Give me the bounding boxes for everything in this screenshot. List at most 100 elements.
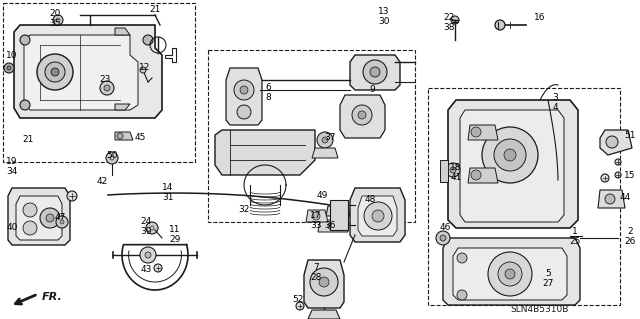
Circle shape — [482, 127, 538, 183]
Polygon shape — [308, 310, 340, 319]
Circle shape — [471, 170, 481, 180]
Circle shape — [370, 67, 380, 77]
Polygon shape — [468, 168, 498, 183]
Text: 33: 33 — [310, 220, 322, 229]
Text: 40: 40 — [6, 224, 18, 233]
Circle shape — [51, 68, 59, 76]
Text: 51: 51 — [624, 131, 636, 140]
Text: 29: 29 — [170, 235, 180, 244]
Circle shape — [37, 54, 73, 90]
Polygon shape — [306, 210, 328, 222]
Circle shape — [372, 210, 384, 222]
Circle shape — [328, 222, 336, 230]
Polygon shape — [453, 248, 567, 300]
Text: 21: 21 — [149, 5, 161, 14]
Text: 38: 38 — [444, 24, 455, 33]
Circle shape — [46, 214, 54, 222]
Polygon shape — [215, 130, 315, 175]
Circle shape — [488, 252, 532, 296]
Circle shape — [605, 194, 615, 204]
Polygon shape — [24, 35, 138, 110]
Polygon shape — [8, 188, 70, 245]
Text: 39: 39 — [140, 227, 152, 236]
Circle shape — [440, 235, 446, 241]
Polygon shape — [226, 68, 262, 125]
Text: 5: 5 — [545, 270, 551, 278]
Text: 32: 32 — [238, 205, 250, 214]
Circle shape — [615, 159, 621, 165]
Circle shape — [436, 231, 450, 245]
Text: 14: 14 — [163, 183, 173, 192]
Text: 44: 44 — [620, 194, 630, 203]
Circle shape — [104, 85, 110, 91]
Circle shape — [23, 221, 37, 235]
Polygon shape — [115, 28, 130, 35]
Circle shape — [601, 174, 609, 182]
Circle shape — [140, 67, 146, 73]
Circle shape — [312, 212, 320, 220]
Circle shape — [53, 15, 63, 25]
Circle shape — [40, 208, 60, 228]
Polygon shape — [440, 160, 448, 182]
Polygon shape — [115, 132, 133, 140]
Text: 11: 11 — [169, 226, 180, 234]
Text: 23: 23 — [99, 76, 111, 85]
Text: SLN4B5310B: SLN4B5310B — [511, 306, 569, 315]
Circle shape — [317, 132, 333, 148]
Circle shape — [296, 302, 304, 310]
Circle shape — [322, 137, 328, 143]
Polygon shape — [14, 25, 162, 118]
Circle shape — [446, 163, 460, 177]
Text: 26: 26 — [624, 238, 636, 247]
Circle shape — [67, 191, 77, 201]
Polygon shape — [312, 148, 338, 158]
Text: 3: 3 — [552, 93, 558, 102]
Polygon shape — [448, 100, 578, 228]
Polygon shape — [115, 104, 130, 110]
Circle shape — [471, 127, 481, 137]
Circle shape — [606, 136, 618, 148]
Circle shape — [495, 20, 505, 30]
Text: 19: 19 — [6, 158, 18, 167]
Polygon shape — [340, 95, 385, 138]
Text: 18: 18 — [451, 164, 461, 173]
Text: 20: 20 — [49, 10, 61, 19]
Circle shape — [7, 66, 11, 70]
Circle shape — [240, 86, 248, 94]
Text: 30: 30 — [378, 18, 390, 26]
Polygon shape — [598, 190, 625, 208]
Text: 17: 17 — [310, 211, 322, 219]
Circle shape — [505, 269, 515, 279]
Circle shape — [457, 253, 467, 263]
Polygon shape — [468, 125, 498, 140]
Text: 15: 15 — [624, 170, 636, 180]
Circle shape — [140, 247, 156, 263]
Polygon shape — [443, 238, 580, 305]
Text: 35: 35 — [49, 19, 61, 28]
Circle shape — [237, 105, 251, 119]
Circle shape — [23, 203, 37, 217]
Circle shape — [117, 133, 123, 139]
Text: 28: 28 — [310, 273, 322, 283]
Text: 4: 4 — [552, 103, 558, 113]
Text: 7: 7 — [313, 263, 319, 272]
Text: 9: 9 — [369, 85, 375, 94]
Circle shape — [498, 262, 522, 286]
Polygon shape — [600, 130, 632, 155]
Text: 27: 27 — [542, 279, 554, 288]
Circle shape — [450, 167, 456, 173]
Circle shape — [154, 264, 162, 272]
Bar — [428, 88, 620, 305]
Circle shape — [20, 35, 30, 45]
Circle shape — [100, 81, 114, 95]
Circle shape — [45, 62, 65, 82]
Text: 25: 25 — [570, 238, 580, 247]
Text: 48: 48 — [364, 196, 376, 204]
Polygon shape — [460, 110, 564, 222]
Text: 34: 34 — [6, 167, 18, 176]
Text: 47: 47 — [54, 213, 66, 222]
Circle shape — [310, 268, 338, 296]
Circle shape — [615, 172, 621, 178]
Text: 36: 36 — [324, 220, 336, 229]
Text: 21: 21 — [22, 136, 34, 145]
